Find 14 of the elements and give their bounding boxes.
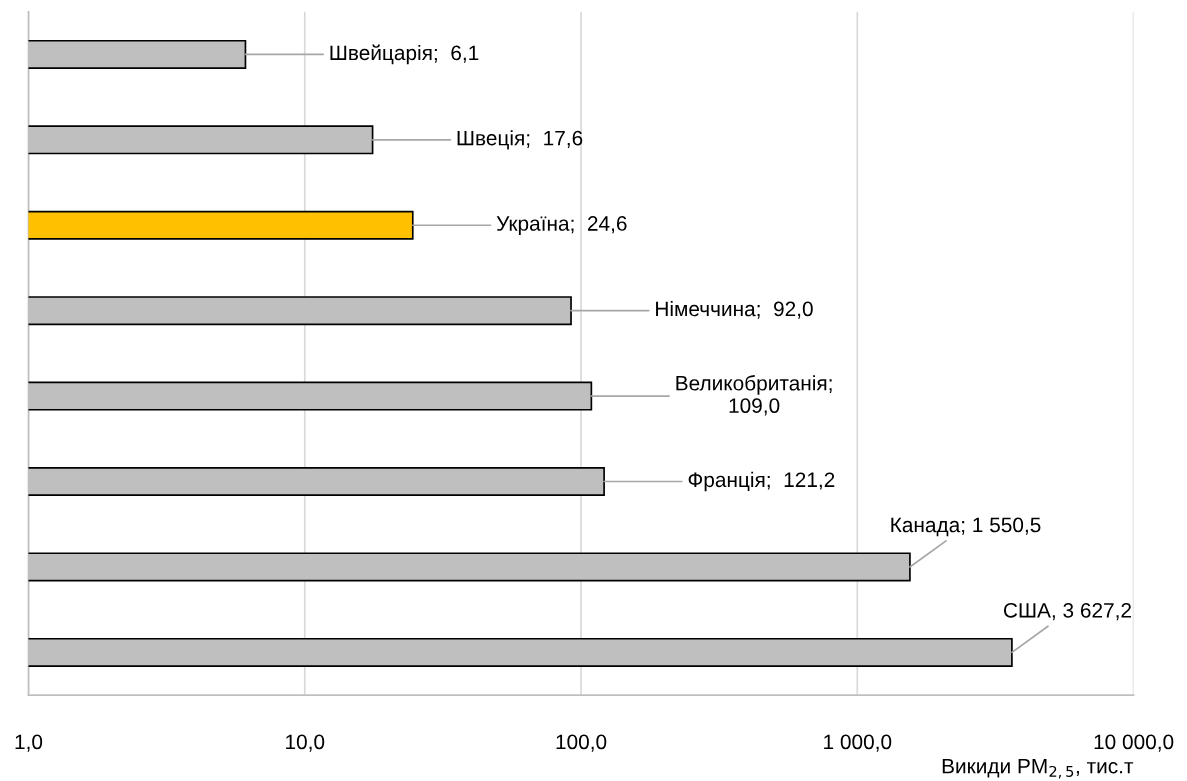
- x-tick-label: 100,0: [556, 734, 607, 752]
- data-label: Швеція; 17,6: [457, 130, 583, 150]
- data-label: Україна; 24,6: [496, 216, 627, 235]
- x-tick-label: 10 000,0: [1094, 734, 1174, 752]
- x-tick-label: 1 000,0: [824, 734, 892, 752]
- data-label: Великобританія; 109,0: [676, 375, 832, 416]
- x-axis-title: Викиди PM$_{2,5}$, тис.т: [942, 758, 1134, 779]
- data-label: Швейцарія; 6,1: [330, 44, 479, 65]
- data-label: США, 3 627,2: [1003, 602, 1131, 621]
- x-tick-label: 10,0: [286, 734, 325, 752]
- data-label: Німеччина; 92,0: [656, 300, 813, 319]
- data-label: Франція; 121,2: [688, 471, 835, 492]
- data-label: Канада; 1 550,5: [891, 517, 1041, 537]
- x-tick-label: 1,0: [15, 734, 43, 752]
